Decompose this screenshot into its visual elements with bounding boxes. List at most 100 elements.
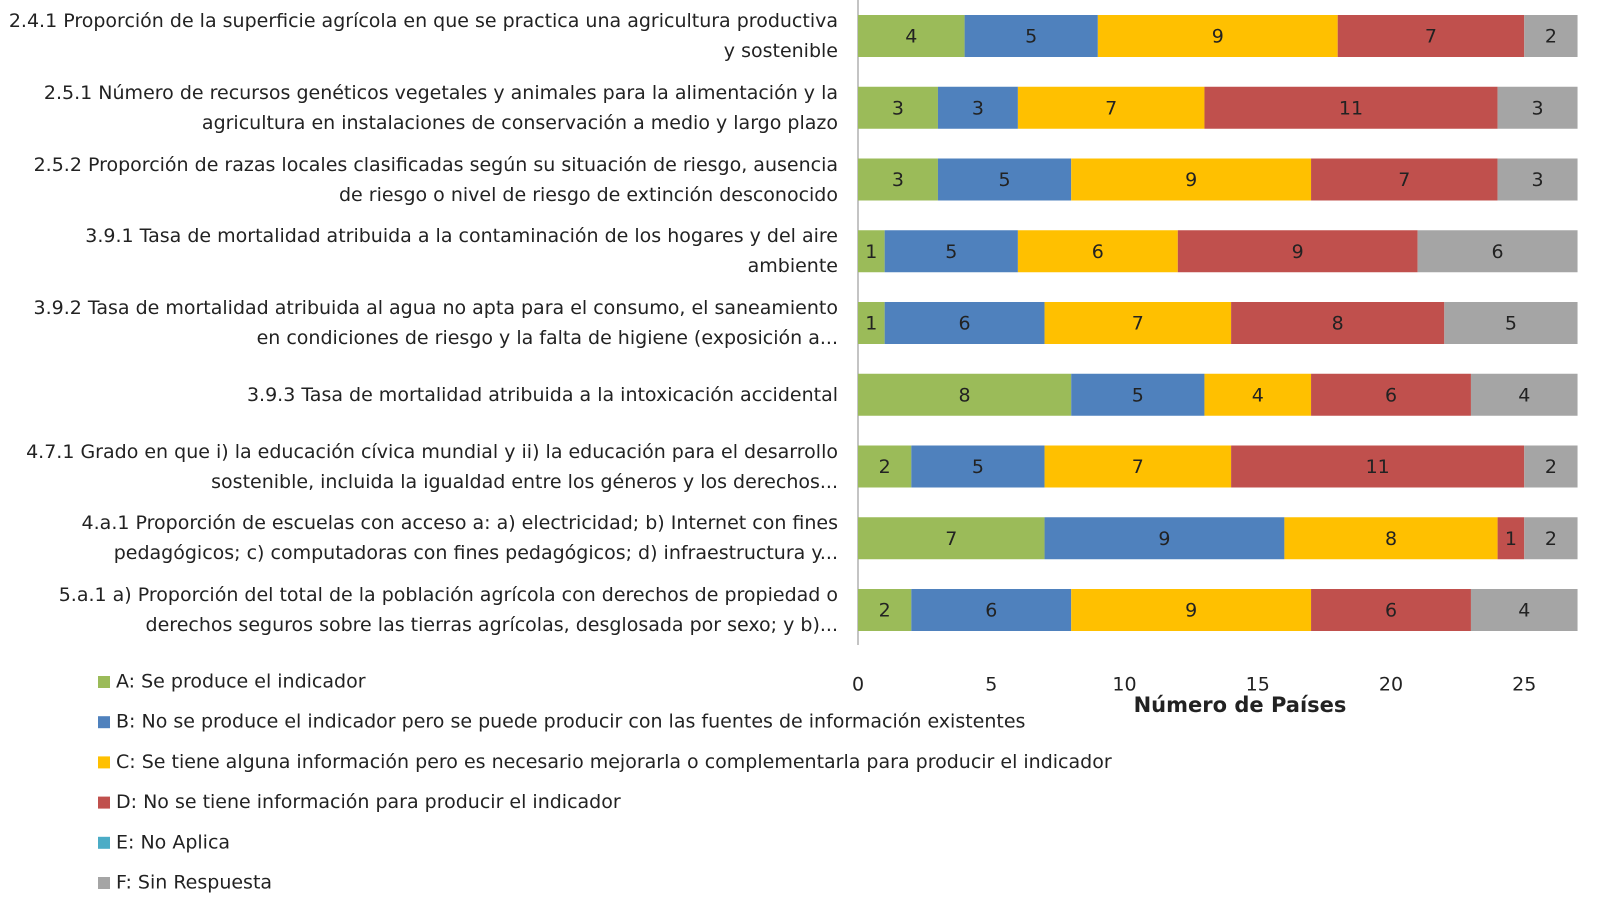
data-label: 6 xyxy=(1092,241,1104,263)
bar-segment xyxy=(1497,158,1578,201)
data-label: 2 xyxy=(879,600,891,622)
bar-segment xyxy=(858,158,938,201)
data-label: 11 xyxy=(1339,97,1363,119)
bar-segment xyxy=(937,86,1018,129)
data-label: 7 xyxy=(1132,456,1144,478)
data-label: 2 xyxy=(1545,456,1557,478)
data-label: 8 xyxy=(959,384,971,406)
bar-segment xyxy=(1071,589,1312,631)
data-label: 9 xyxy=(1212,26,1224,48)
data-label: 9 xyxy=(1158,528,1170,550)
bar-segment xyxy=(1470,589,1578,631)
data-label: 5 xyxy=(972,456,984,478)
bar-segment xyxy=(1524,517,1578,560)
data-label: 1 xyxy=(865,313,877,335)
bar-segment xyxy=(1231,445,1525,488)
data-label: 1 xyxy=(865,241,877,263)
bar-segment xyxy=(911,445,1045,488)
data-label: 3 xyxy=(1532,169,1544,191)
data-label: 7 xyxy=(1425,26,1437,48)
data-label: 3 xyxy=(972,97,984,119)
category-label: 4.7.1 Grado en que i) la educación cívic… xyxy=(26,440,838,493)
bar-segment xyxy=(884,302,1045,344)
data-label: 4 xyxy=(1518,384,1530,406)
bar-segment xyxy=(964,15,1098,57)
bar-segment xyxy=(1524,445,1578,488)
legend-swatch xyxy=(98,756,110,769)
data-label: 6 xyxy=(985,600,997,622)
x-tick-label: 5 xyxy=(985,674,997,696)
data-label: 7 xyxy=(1105,97,1117,119)
category-label: 2.5.2 Proporción de razas locales clasif… xyxy=(33,153,838,206)
data-label: 9 xyxy=(1185,600,1197,622)
bar-segment xyxy=(884,230,1018,273)
data-label: 3 xyxy=(892,169,904,191)
legend-swatch xyxy=(98,796,110,809)
x-tick-label: 25 xyxy=(1512,674,1536,696)
bar-segment xyxy=(858,589,912,631)
legend-swatch xyxy=(98,877,110,889)
bar-segment xyxy=(1311,589,1471,631)
category-label: 3.9.3 Tasa de mortalidad atribuida a la … xyxy=(246,383,838,406)
bar-segment xyxy=(1337,15,1525,57)
data-label: 5 xyxy=(1505,313,1517,335)
bar-segment xyxy=(1497,517,1525,560)
category-label: 3.9.2 Tasa de mortalidad atribuida al ag… xyxy=(33,297,839,349)
data-label: 11 xyxy=(1366,456,1390,478)
bar-segment xyxy=(858,230,885,273)
bar-segment xyxy=(1071,373,1205,416)
x-axis-title: Número de Países xyxy=(1134,693,1347,717)
data-label: 4 xyxy=(905,26,917,48)
data-label: 5 xyxy=(945,241,957,263)
data-label: 6 xyxy=(1385,600,1397,622)
category-label: 4.a.1 Proporción de escuelas con acceso … xyxy=(81,512,838,565)
data-label: 9 xyxy=(1292,241,1304,263)
category-label: 2.4.1 Proporción de la superficie agríco… xyxy=(8,10,838,62)
bar-segment xyxy=(1311,373,1471,416)
bar-segment xyxy=(1311,158,1498,201)
category-label: 5.a.1 a) Proporción del total de la pobl… xyxy=(58,584,838,636)
legend-label: F: Sin Respuesta xyxy=(116,872,272,894)
data-label: 4 xyxy=(1518,600,1530,622)
data-label: 4 xyxy=(1252,384,1264,406)
data-label: 3 xyxy=(892,97,904,119)
bar-segment xyxy=(1497,86,1578,129)
data-label: 2 xyxy=(1545,26,1557,48)
bar-segment xyxy=(1071,158,1312,201)
data-label: 7 xyxy=(1398,169,1410,191)
bar-segment xyxy=(1097,15,1338,57)
bar-segment xyxy=(1204,86,1498,129)
bar-segment xyxy=(1017,86,1205,129)
data-label: 2 xyxy=(1545,528,1557,550)
bar-segment xyxy=(911,589,1072,631)
x-tick-label: 20 xyxy=(1379,674,1403,696)
legend-label: A: Se produce el indicador xyxy=(116,671,366,693)
data-label: 5 xyxy=(1025,26,1037,48)
data-label: 1 xyxy=(1505,528,1517,550)
bar-segment xyxy=(858,302,885,344)
bar-segment xyxy=(858,15,965,57)
data-label: 6 xyxy=(1385,384,1397,406)
bar-segment xyxy=(1204,373,1312,416)
bar-segment xyxy=(1284,517,1498,560)
x-tick-label: 15 xyxy=(1246,674,1270,696)
data-label: 6 xyxy=(959,313,971,335)
x-tick-label: 10 xyxy=(1112,674,1136,696)
bar-segment xyxy=(1470,373,1578,416)
data-label: 8 xyxy=(1332,313,1344,335)
data-label: 3 xyxy=(1532,97,1544,119)
legend-swatch xyxy=(98,716,110,729)
legend-label: E: No Aplica xyxy=(116,831,230,853)
bar-segment xyxy=(1017,230,1178,273)
bar-segment xyxy=(1417,230,1578,273)
x-tick-label: 0 xyxy=(852,674,864,696)
category-label: 2.5.1 Número de recursos genéticos veget… xyxy=(43,81,838,134)
category-label: 3.9.1 Tasa de mortalidad atribuida a la … xyxy=(85,225,838,278)
bar-segment xyxy=(858,445,912,488)
data-label: 8 xyxy=(1385,528,1397,550)
data-label: 7 xyxy=(945,528,957,550)
bar-segment xyxy=(937,158,1072,201)
data-label: 2 xyxy=(879,456,891,478)
data-label: 7 xyxy=(1132,313,1144,335)
